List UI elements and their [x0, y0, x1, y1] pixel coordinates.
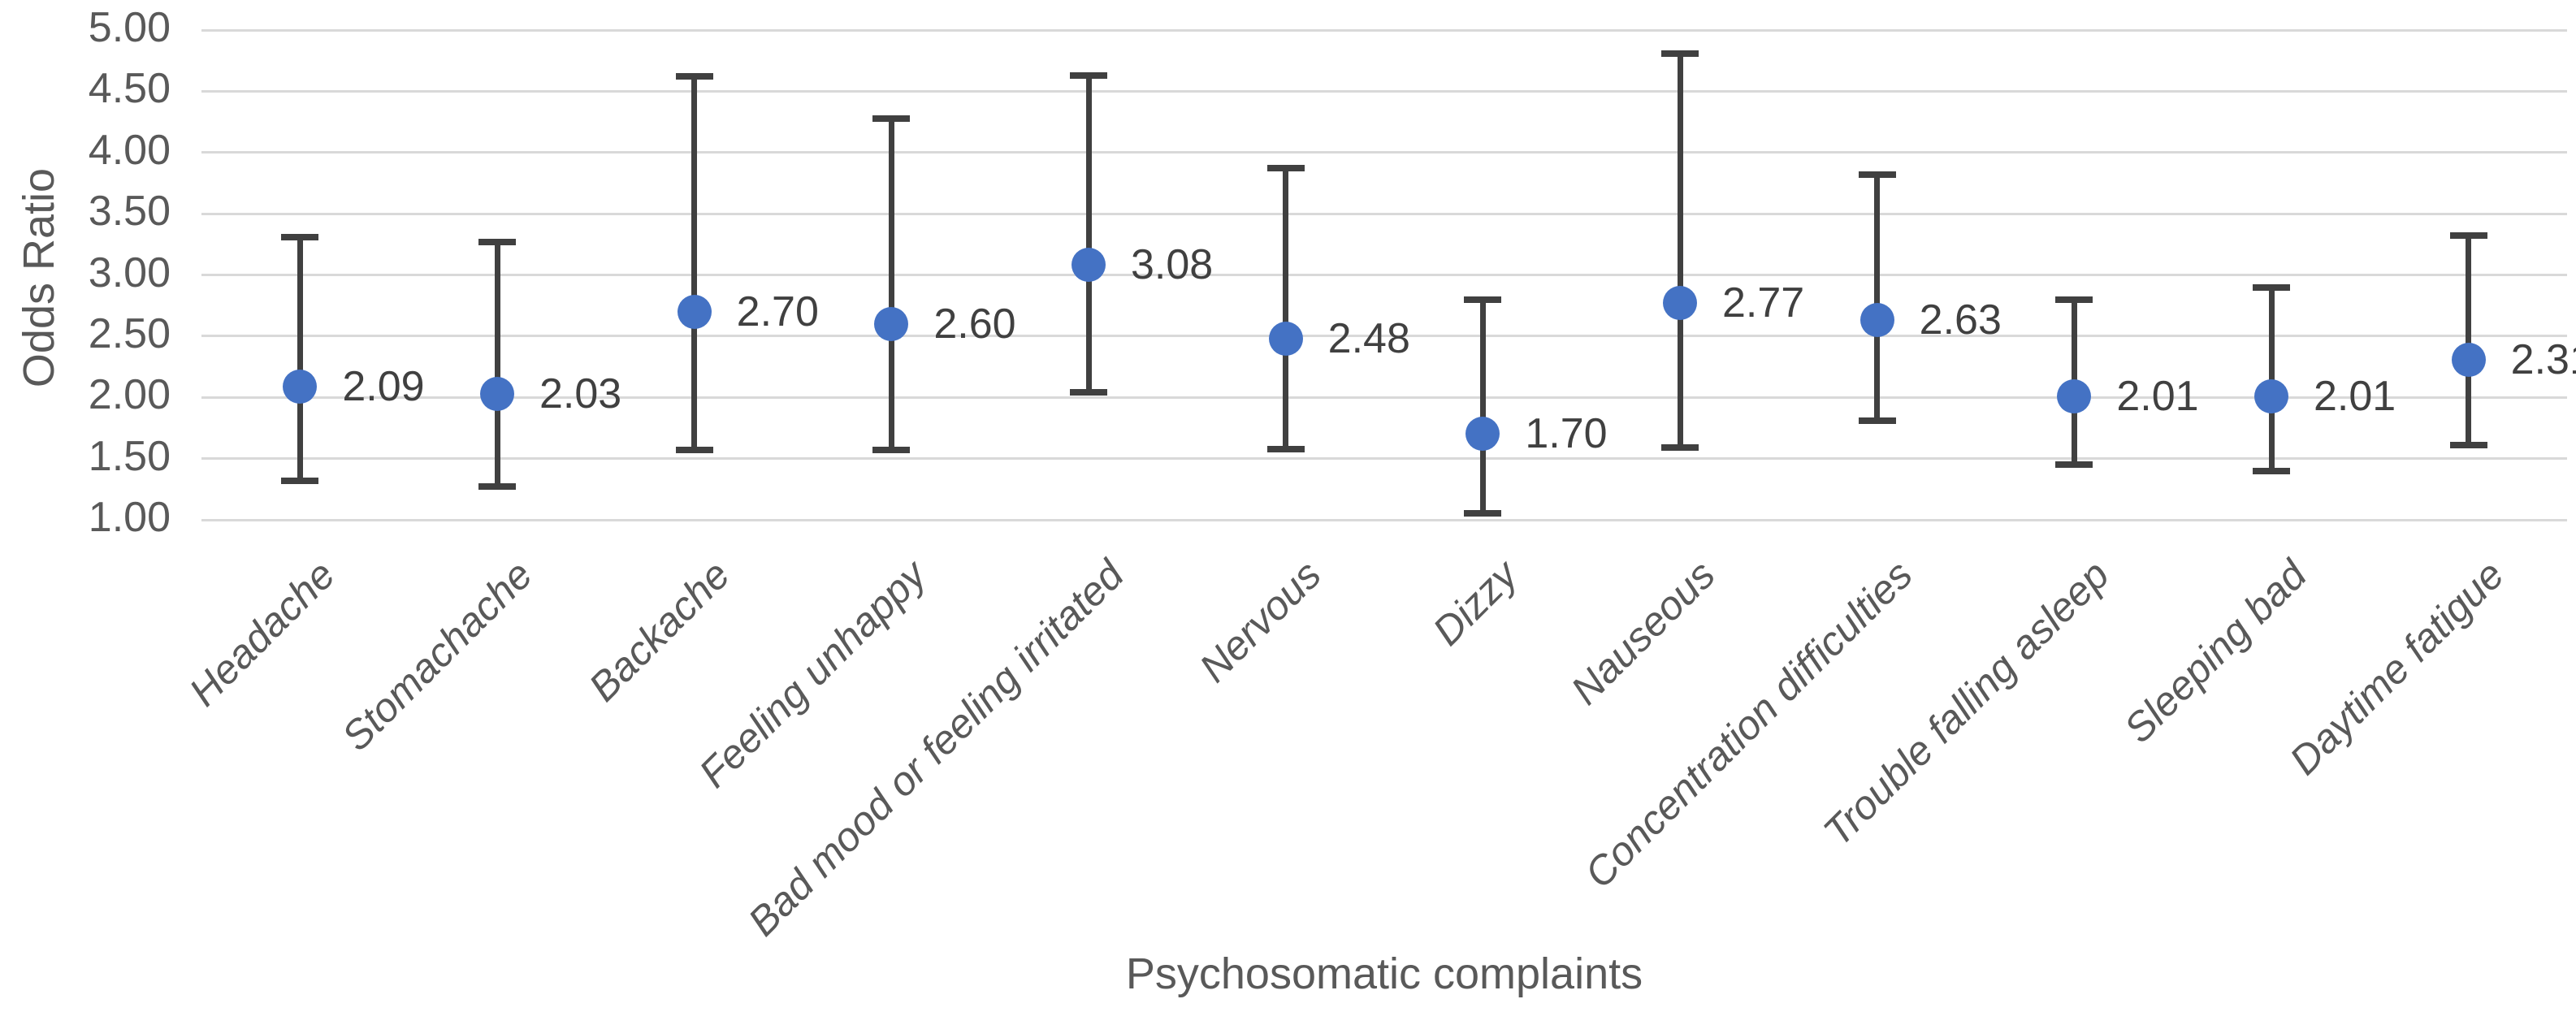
point-marker: [677, 294, 712, 329]
point-marker: [874, 306, 909, 341]
gridline: [201, 457, 2567, 461]
y-axis-tick-label: 1.00: [88, 494, 171, 541]
y-axis-tick-label: 3.50: [88, 188, 171, 236]
error-bar-cap-top: [2253, 283, 2290, 291]
data-label: 2.31: [2510, 335, 2576, 383]
error-bar-cap-bottom: [675, 447, 713, 454]
point-marker: [480, 376, 514, 411]
error-bar: [494, 241, 500, 487]
data-label: 2.01: [2314, 372, 2396, 420]
error-bar: [888, 118, 894, 451]
error-bar-cap-bottom: [872, 447, 911, 454]
gridline: [201, 396, 2567, 399]
error-bar: [1283, 168, 1289, 449]
y-axis-tick-label: 3.00: [88, 249, 171, 296]
data-label: 2.77: [1722, 279, 1805, 327]
point-marker: [1072, 248, 1106, 283]
error-bar-cap-top: [2449, 232, 2487, 240]
error-bar-cap-top: [1858, 171, 1896, 178]
error-bar-cap-top: [478, 238, 516, 245]
gridline: [201, 518, 2567, 521]
error-bar: [297, 236, 303, 481]
error-bar: [1085, 75, 1092, 393]
error-bar-cap-top: [2055, 296, 2093, 303]
point-marker: [1663, 286, 1697, 321]
error-bar-cap-bottom: [2449, 442, 2487, 449]
y-axis-tick-label: 2.00: [88, 371, 171, 419]
point-marker: [1466, 417, 1500, 452]
y-axis-tick-label: 5.00: [88, 4, 171, 51]
error-bar-cap-bottom: [281, 477, 319, 484]
gridline: [201, 89, 2567, 93]
point-marker: [2254, 378, 2288, 413]
data-label: 1.70: [1525, 410, 1608, 458]
error-bar-cap-bottom: [1464, 510, 1502, 517]
error-bar: [1874, 174, 1881, 421]
error-bar-cap-top: [1070, 71, 1107, 79]
gridline: [201, 274, 2567, 276]
error-bar: [1479, 299, 1486, 514]
point-marker: [1859, 303, 1894, 338]
data-label: 2.63: [1919, 296, 2002, 344]
y-axis-tick-label: 4.50: [88, 65, 171, 113]
gridline: [201, 28, 2567, 32]
error-bar-cap-bottom: [2055, 461, 2093, 469]
error-bar-cap-top: [1266, 165, 1305, 172]
error-bar: [2466, 236, 2472, 446]
error-bar-cap-bottom: [2253, 467, 2290, 474]
error-bar: [2268, 287, 2275, 471]
data-label: 2.48: [1327, 314, 1410, 362]
error-bar: [1677, 53, 1683, 448]
gridline: [201, 335, 2567, 338]
gridline: [201, 151, 2567, 154]
data-label: 2.03: [539, 370, 622, 417]
y-axis-tick-label: 2.50: [88, 309, 171, 357]
error-bar-cap-bottom: [1661, 444, 1699, 452]
point-marker: [1268, 321, 1303, 356]
error-bar-cap-bottom: [1858, 417, 1896, 424]
point-marker: [2057, 378, 2092, 413]
point-marker: [2451, 342, 2486, 377]
error-bar-cap-top: [675, 73, 713, 80]
error-bar-cap-top: [281, 233, 319, 240]
data-label: 2.09: [342, 362, 425, 410]
error-bar-cap-bottom: [1070, 389, 1107, 396]
error-bar-cap-bottom: [1266, 445, 1305, 452]
y-axis-title: Odds Ratio: [15, 167, 63, 388]
data-label: 2.60: [933, 300, 1016, 348]
error-bar-cap-bottom: [478, 483, 516, 491]
error-bar: [691, 76, 698, 451]
point-marker: [283, 369, 318, 404]
error-bar-cap-top: [1464, 296, 1502, 303]
y-axis-tick-label: 4.00: [88, 126, 171, 174]
data-label: 2.70: [736, 288, 819, 335]
data-label: 2.01: [2116, 372, 2199, 420]
data-label: 3.08: [1131, 241, 1214, 289]
x-axis-title: Psychosomatic complaints: [1125, 949, 1643, 998]
y-axis-tick-label: 1.50: [88, 432, 171, 480]
gridline: [201, 212, 2567, 215]
error-bar-cap-top: [1661, 50, 1699, 57]
error-bar-cap-top: [872, 115, 911, 122]
